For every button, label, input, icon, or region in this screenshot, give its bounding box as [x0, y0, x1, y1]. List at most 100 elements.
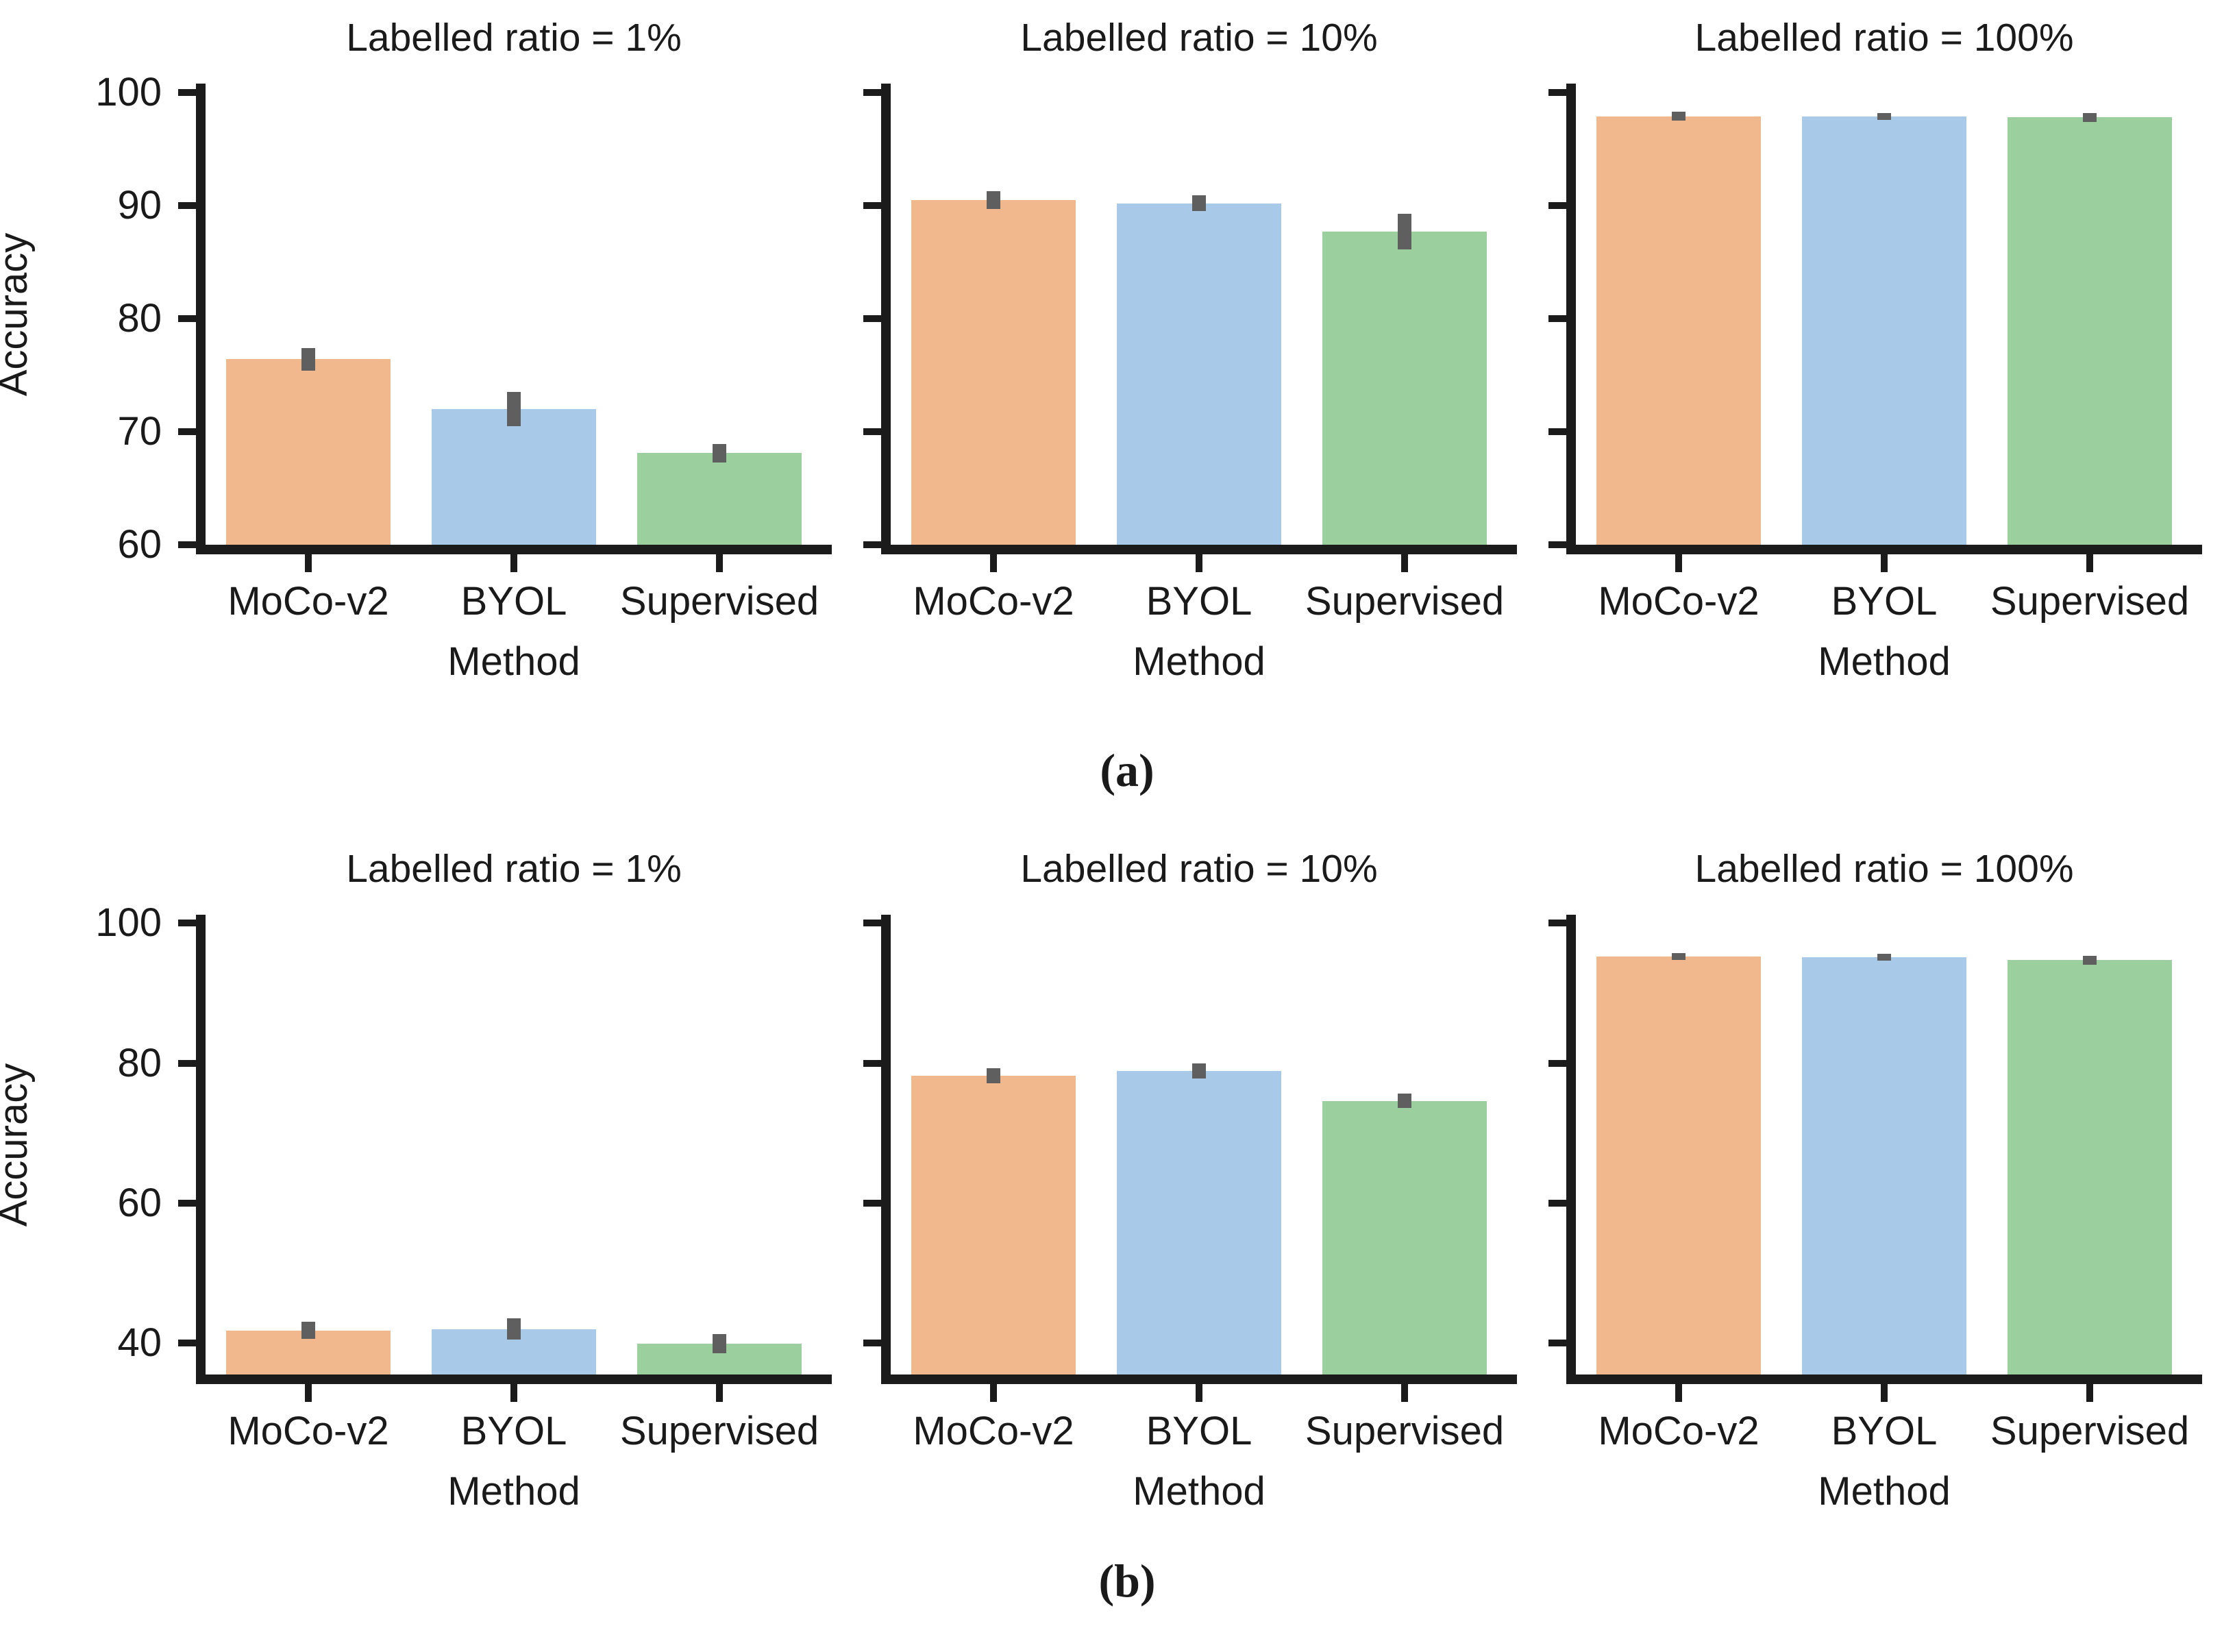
panel-title: Labelled ratio = 1%: [346, 847, 682, 891]
x-axis-label: Method: [1818, 1469, 1951, 1514]
x-tick-label-supervised: Supervised: [619, 1409, 819, 1453]
y-axis-tick: [178, 89, 196, 97]
x-tick-label-supervised: Supervised: [1990, 579, 2190, 624]
panel-b-1-plot: Labelled ratio = 10% MoCo-v2 BYOL Supervise…: [863, 847, 1517, 1513]
bar-byol: [432, 409, 596, 545]
x-tick-label-supervised: Supervised: [1305, 579, 1505, 624]
x-tick-label-byol: BYOL: [460, 1409, 567, 1453]
x-axis-tick: [2086, 1384, 2093, 1402]
x-tick-label-moco-v2: MoCo-v2: [227, 579, 389, 624]
y-axis-tick: [863, 89, 881, 97]
error-bar-byol: [1877, 112, 1891, 120]
bar-supervised: [2008, 117, 2172, 545]
y-axis-tick: [178, 920, 196, 927]
y-axis-tick: [178, 1059, 196, 1067]
y-axis-tick: [863, 202, 881, 210]
y-tick-label: 60: [117, 1180, 162, 1225]
x-axis-tick: [305, 554, 312, 572]
y-tick-label: 100: [95, 900, 162, 946]
x-axis-tick: [1196, 554, 1202, 572]
x-axis-tick: [990, 554, 997, 572]
bar-supervised: [1322, 232, 1487, 545]
x-axis-label: Method: [1133, 639, 1265, 684]
y-axis-tick: [1548, 1340, 1566, 1347]
y-tick-label: 80: [117, 1040, 162, 1085]
y-axis-tick: [178, 428, 196, 436]
x-axis-spine: [1566, 1374, 2202, 1384]
bar-byol: [1117, 1070, 1281, 1374]
x-axis-tick: [1881, 1384, 1888, 1402]
y-axis-spine: [881, 84, 891, 554]
y-axis-tick: [863, 428, 881, 436]
x-tick-label-byol: BYOL: [1831, 1409, 1938, 1453]
y-axis-tick: [1548, 1199, 1566, 1207]
y-axis-tick: [178, 1199, 196, 1207]
x-axis-spine: [881, 545, 1517, 554]
error-bar-moco-v2: [987, 190, 1000, 210]
x-tick-label-moco-v2: MoCo-v2: [227, 1409, 389, 1453]
x-axis-tick: [305, 1384, 312, 1402]
y-tick-label: 100: [95, 70, 162, 115]
x-tick-label-supervised: Supervised: [1990, 1409, 2190, 1453]
x-axis-tick: [1401, 1384, 1408, 1402]
error-bar-byol: [1192, 195, 1206, 212]
x-axis-tick: [510, 1384, 517, 1402]
x-tick-label-byol: BYOL: [1146, 1409, 1252, 1453]
panel-title: Labelled ratio = 100%: [1694, 16, 2074, 60]
bar-byol: [1802, 116, 1966, 545]
x-tick-label-moco-v2: MoCo-v2: [913, 579, 1074, 624]
x-tick-label-moco-v2: MoCo-v2: [913, 1409, 1074, 1453]
x-axis-tick: [510, 554, 517, 572]
y-axis-tick: [1548, 202, 1566, 210]
error-bar-moco-v2: [1672, 112, 1685, 121]
bar-moco-v2: [226, 359, 391, 545]
y-axis-tick: [863, 1199, 881, 1207]
y-axis-tick: [863, 541, 881, 548]
x-axis-tick: [1675, 1384, 1682, 1402]
y-axis-tick: [1548, 428, 1566, 436]
y-axis-label: Accuracy: [0, 232, 36, 396]
x-tick-label-moco-v2: MoCo-v2: [1598, 1409, 1759, 1453]
y-axis-spine: [196, 915, 206, 1384]
panel-b-2-plot: Labelled ratio = 100% MoCo-v2 BYOL Supervis…: [1548, 847, 2202, 1513]
y-axis-tick: [1548, 541, 1566, 548]
y-axis-tick: [1548, 1059, 1566, 1067]
caption-a: (a): [1100, 744, 1154, 796]
x-axis-tick: [716, 554, 723, 572]
panel-a-2-plot: Labelled ratio = 100% MoCo-v2 BYOL Supervis…: [1548, 16, 2202, 683]
error-bar-byol: [507, 1318, 521, 1340]
bar-moco-v2: [911, 199, 1076, 545]
x-axis-tick: [1881, 554, 1888, 572]
panel-title: Labelled ratio = 10%: [1020, 847, 1378, 891]
panel-a-0-plot: Labelled ratio = 1% 60 70 80 90 100 MoCo-v2 BYO…: [95, 16, 832, 683]
x-axis-label: Method: [1818, 639, 1951, 684]
bar-moco-v2: [911, 1075, 1076, 1374]
y-axis-tick: [178, 1340, 196, 1347]
y-axis-tick: [863, 1059, 881, 1067]
error-bar-supervised: [1398, 1094, 1411, 1108]
y-tick-label: 80: [117, 296, 162, 341]
panel-b-0-plot: Labelled ratio = 1% 40 60 80 100 MoCo-v2 BYOL S…: [95, 847, 832, 1513]
x-axis-label: Method: [447, 639, 580, 684]
bar-moco-v2: [1596, 116, 1761, 545]
panel-title: Labelled ratio = 1%: [346, 16, 682, 60]
x-tick-label-byol: BYOL: [1831, 579, 1938, 624]
bar-supervised: [1322, 1100, 1487, 1374]
x-axis-tick: [2086, 554, 2093, 572]
x-axis-tick: [1675, 554, 1682, 572]
y-axis-spine: [1566, 84, 1576, 554]
y-axis-tick: [1548, 315, 1566, 323]
error-bar-moco-v2: [301, 347, 315, 371]
x-axis-spine: [196, 1374, 832, 1384]
y-tick-label: 90: [117, 183, 162, 228]
y-axis-spine: [1566, 915, 1576, 1384]
bar-supervised: [637, 453, 802, 545]
y-tick-label: 40: [117, 1320, 162, 1366]
bar-supervised: [2008, 960, 2172, 1374]
error-bar-supervised: [2083, 956, 2097, 965]
y-axis-tick: [1548, 89, 1566, 97]
y-axis-tick: [863, 920, 881, 927]
y-tick-label: 60: [117, 522, 162, 567]
error-bar-moco-v2: [987, 1068, 1000, 1084]
